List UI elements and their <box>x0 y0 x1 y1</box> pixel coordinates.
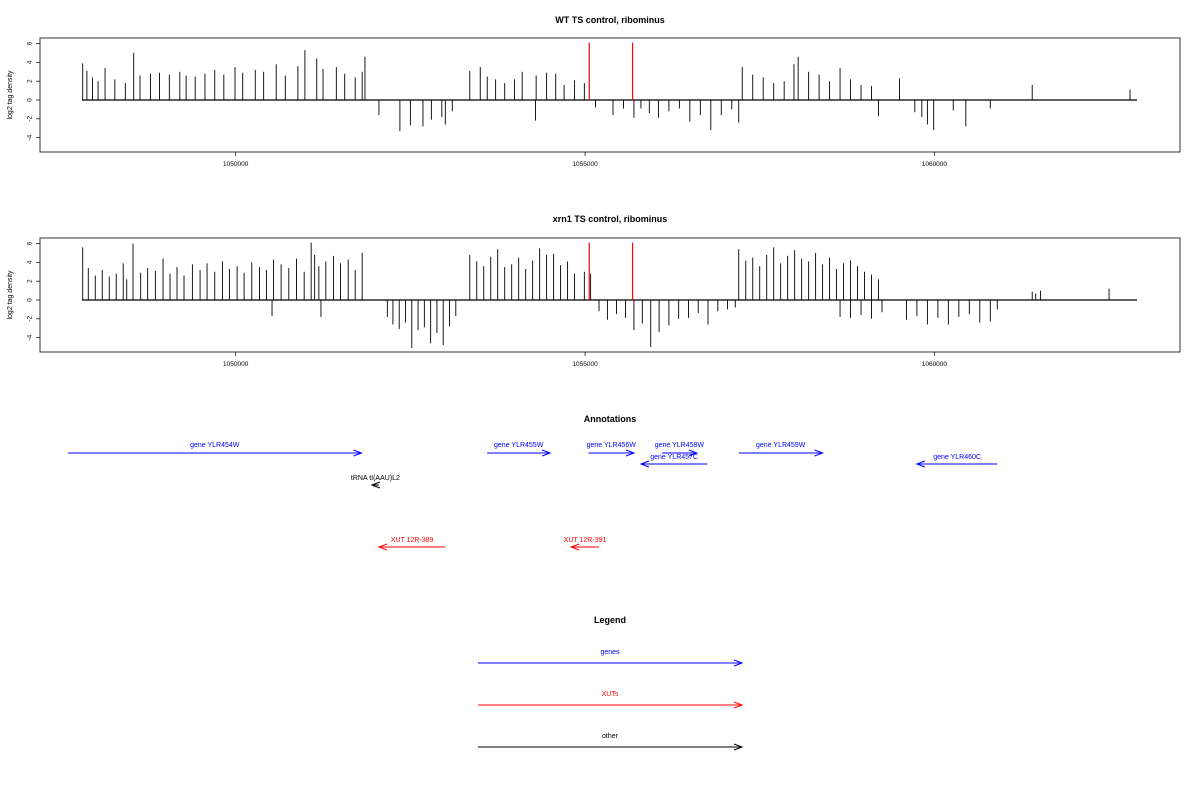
y-tick-label: 2 <box>27 79 34 83</box>
y-tick-label: 4 <box>27 60 34 64</box>
annotation-label: gene YLR454W <box>190 442 240 449</box>
legend-label: genes <box>600 649 620 656</box>
panel-1-plot: -4 -2 0 2 4 6 1050000 1055000 1060000 <box>27 41 1137 168</box>
y-tick-label: -4 <box>27 334 34 340</box>
annotation-label: tRNA tI(AAU)L2 <box>351 475 400 482</box>
panel-2-plot: -4 -2 0 2 4 6 1050000 1055000 1060000 <box>27 241 1137 368</box>
legend-label: XUTs <box>602 691 619 698</box>
y-tick-label: -2 <box>27 316 34 322</box>
x-tick-label: 1055000 <box>572 161 598 168</box>
y-tick-label: 2 <box>27 279 34 283</box>
annotation-label: XUT 12R-391 <box>564 537 607 544</box>
annotation-arrow-head <box>625 449 636 457</box>
annotation-arrow-head <box>688 449 699 457</box>
annotation-arrow-head <box>353 449 363 457</box>
annotation-label: gene YLR458W <box>655 442 705 449</box>
x-tick-label: 1055000 <box>572 361 598 368</box>
x-tick-label: 1060000 <box>922 161 948 168</box>
legend-arrow-head <box>733 659 744 667</box>
legend-title: Legend <box>594 615 626 625</box>
legend-label: other <box>602 733 619 740</box>
y-tick-label: 6 <box>27 41 34 45</box>
annotation-label: XUT 12R-389 <box>391 537 434 544</box>
annotation-track: gene YLR454W gene YLR455W gene YLR456W gene… <box>68 442 998 551</box>
annotation-arrow-head <box>370 481 381 489</box>
annotation-arrow-head <box>915 460 926 468</box>
annotation-arrow-head <box>377 543 388 551</box>
y-tick-label: 0 <box>27 98 34 102</box>
x-tick-label: 1050000 <box>223 361 249 368</box>
annotation-arrow-head <box>569 543 580 551</box>
panel-2-title: xrn1 TS control, ribominus <box>553 214 668 224</box>
y-tick-label: -2 <box>27 116 34 122</box>
x-tick-label: 1060000 <box>922 361 948 368</box>
panel-2-ylabel: log2 tag density <box>7 270 14 320</box>
panel-1-ylabel: log2 tag density <box>7 70 14 120</box>
annotation-arrow-head <box>639 460 650 468</box>
y-tick-label: 4 <box>27 260 34 264</box>
y-tick-label: 6 <box>27 241 34 245</box>
annotation-label: gene YLR455W <box>494 442 544 449</box>
annotation-label: gene YLR459W <box>756 442 806 449</box>
panel-1-frame <box>39 37 1181 153</box>
annotation-label: gene YLR457C <box>650 454 698 461</box>
annotation-arrow-head <box>541 449 552 457</box>
annotations-title: Annotations <box>584 414 637 424</box>
annotation-arrow-head <box>814 449 825 457</box>
y-tick-label: -4 <box>27 134 34 140</box>
legend-arrow-head <box>733 743 744 751</box>
panel-2-frame <box>39 237 1181 353</box>
legend-arrow-head <box>733 701 744 709</box>
y-tick-label: 0 <box>27 298 34 302</box>
annotation-label: gene YLR460C <box>933 454 981 461</box>
panel-1-title: WT TS control, ribominus <box>555 15 665 25</box>
x-tick-label: 1050000 <box>223 161 249 168</box>
annotation-label: gene YLR456W <box>587 442 637 449</box>
legend: genes XUTs other <box>478 649 744 751</box>
